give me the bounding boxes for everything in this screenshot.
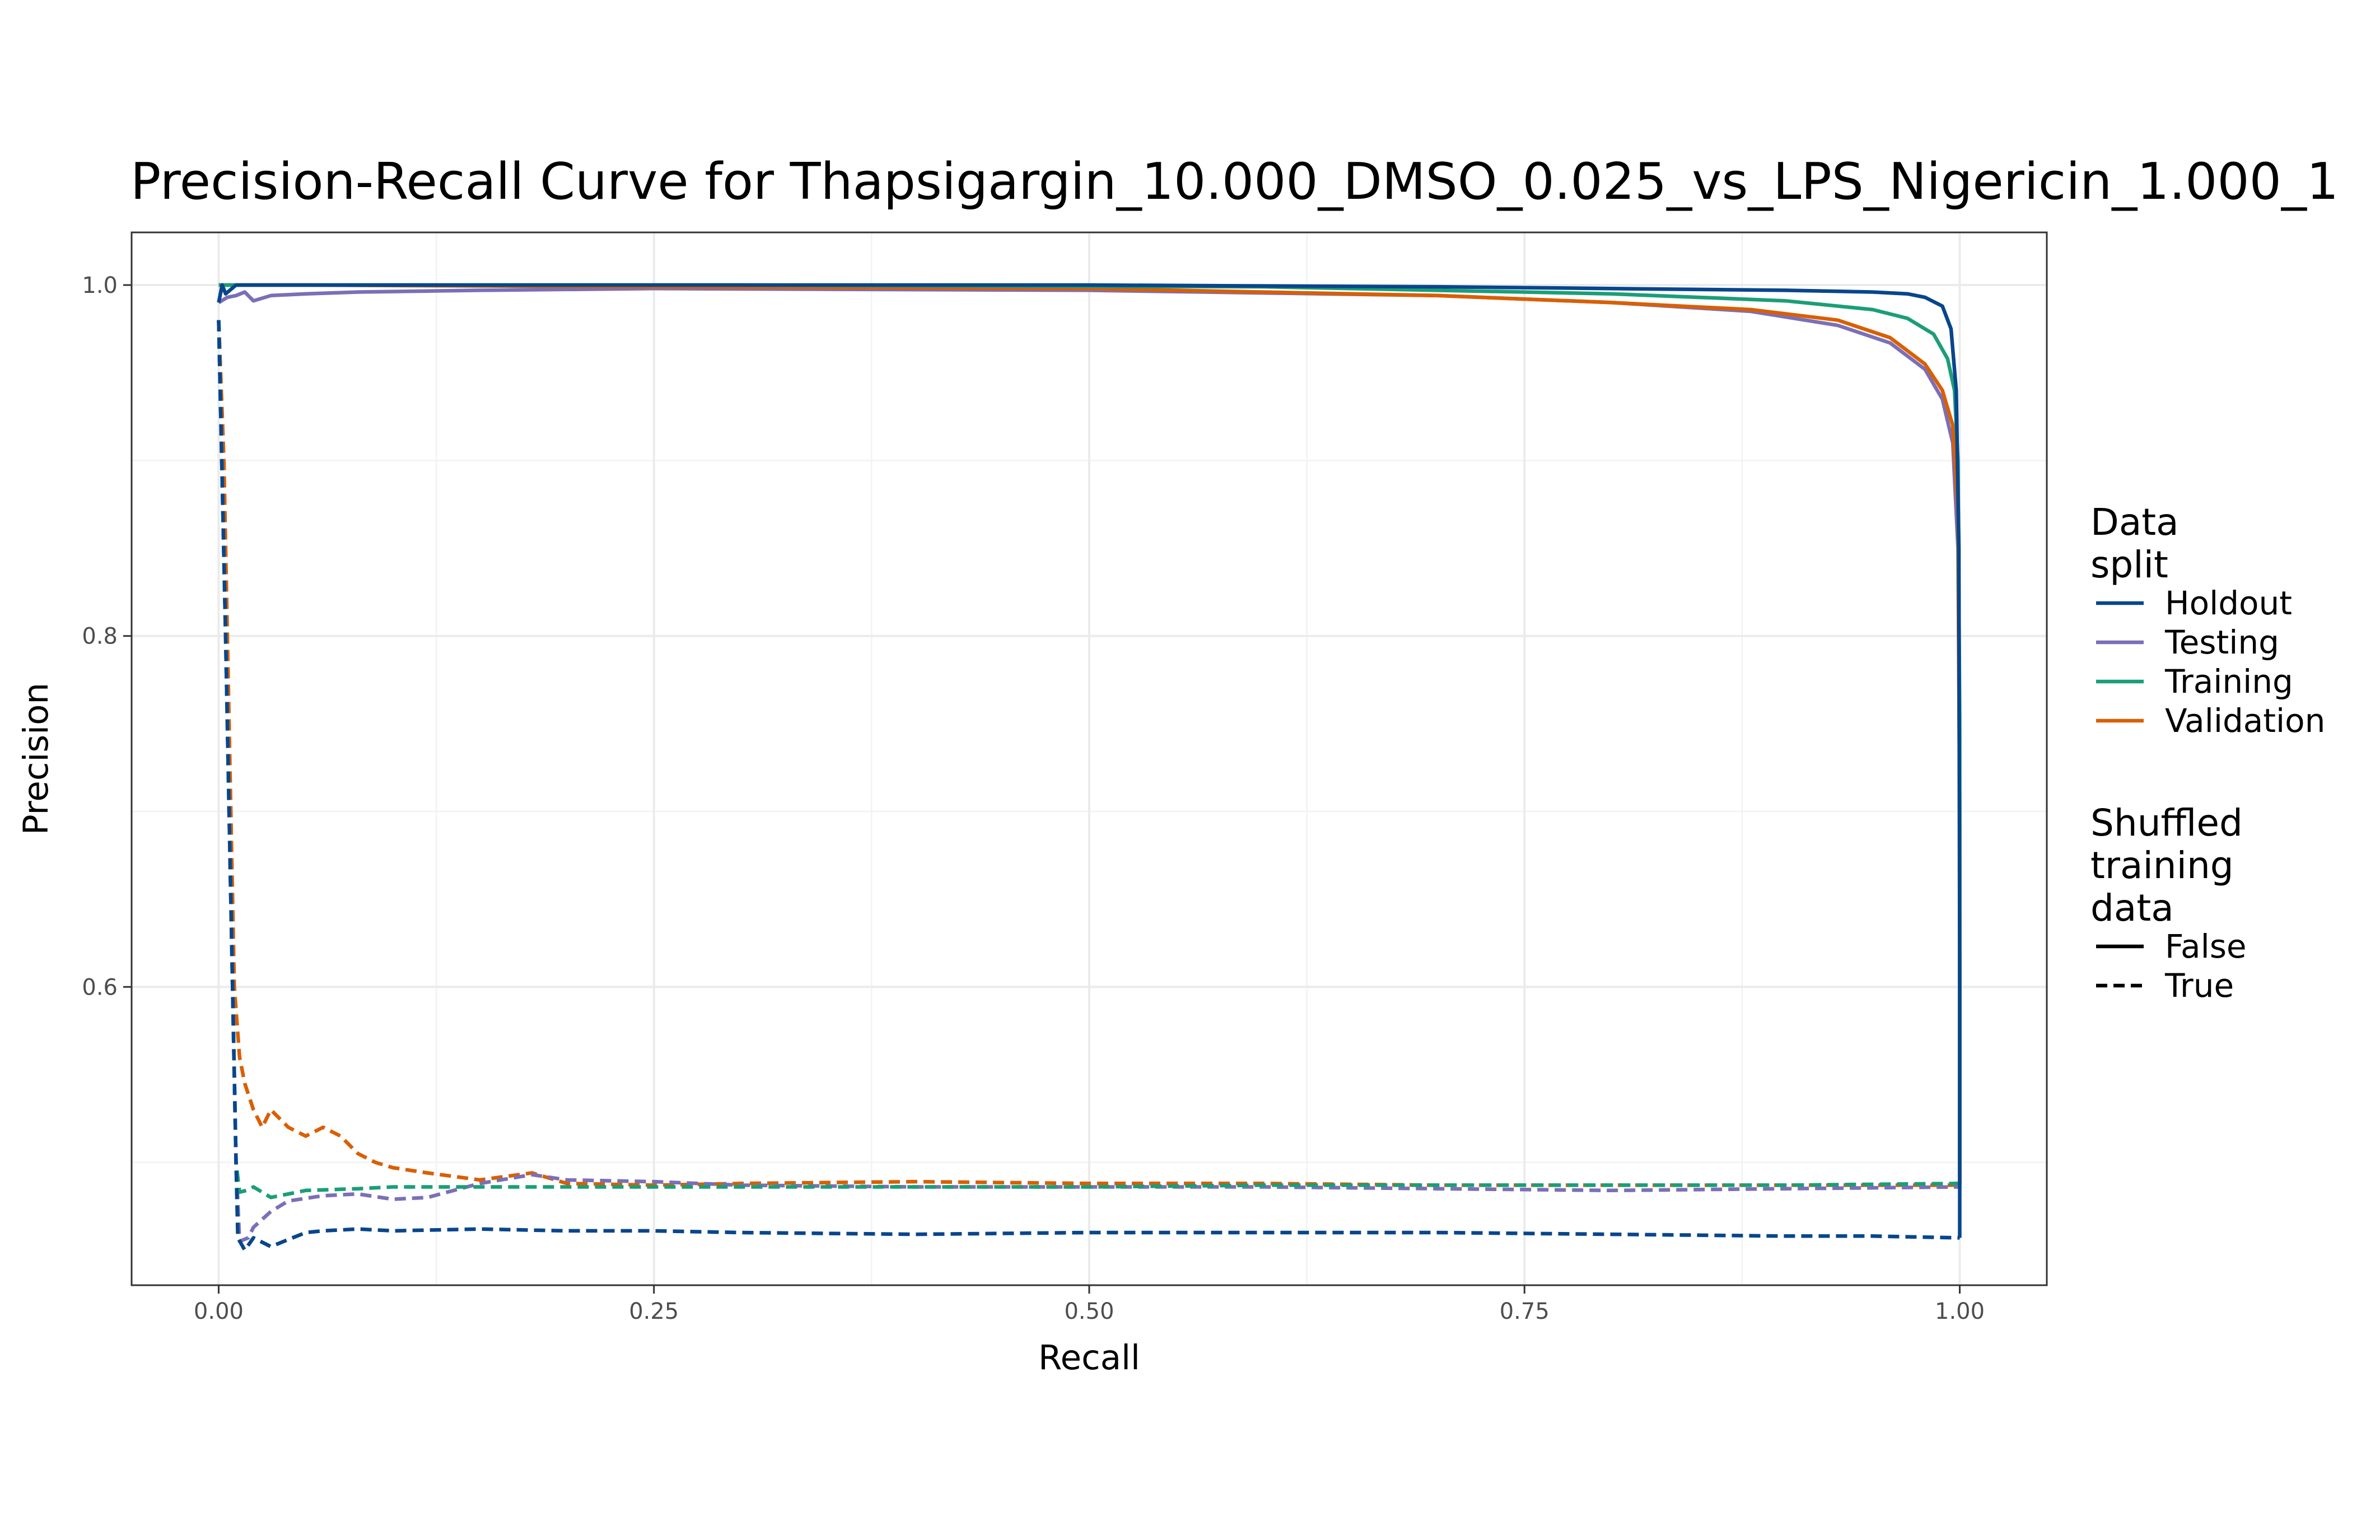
legend-label-holdout: Holdout	[2165, 584, 2292, 622]
legend-color-title: split	[2090, 543, 2168, 586]
legend-linetype-title: data	[2090, 886, 2174, 930]
legend-label-false: False	[2165, 927, 2247, 965]
legend-linetype-title: training	[2090, 844, 2234, 887]
series-holdout-shuffled-true	[217, 320, 1960, 1252]
series-validation-shuffled-true	[217, 320, 1960, 1187]
x-tick-label: 0.00	[194, 1299, 244, 1324]
x-tick-label: 0.50	[1064, 1299, 1114, 1324]
x-axis-title: Recall	[1038, 1338, 1140, 1378]
y-tick-label: 0.6	[82, 974, 118, 1000]
series-layer	[217, 283, 1962, 1252]
legend-label-training: Training	[2164, 662, 2293, 701]
y-axis: 0.6 0.8 1.0	[82, 273, 132, 1000]
series-holdout-shuffled-false	[217, 283, 1962, 1238]
x-tick-label: 1.00	[1935, 1299, 1985, 1324]
y-tick-label: 0.8	[82, 624, 118, 650]
legend-label-validation: Validation	[2165, 702, 2325, 740]
y-tick-label: 1.0	[82, 273, 118, 298]
x-axis: 0.00 0.25 0.50 0.75 1.00	[194, 1285, 1985, 1324]
x-tick-label: 0.75	[1500, 1299, 1550, 1324]
x-tick-label: 0.25	[629, 1299, 679, 1324]
legend-label-true: True	[2164, 967, 2234, 1005]
legend-color-title: Data	[2090, 501, 2179, 544]
legend: DatasplitHoldoutTestingTrainingValidatio…	[2090, 501, 2325, 1005]
legend-label-testing: Testing	[2164, 623, 2279, 661]
y-axis-title: Precision	[16, 683, 56, 835]
chart-title: Precision-Recall Curve for Thapsigargin_…	[130, 152, 2339, 211]
legend-linetype-title: Shuffled	[2090, 801, 2243, 844]
